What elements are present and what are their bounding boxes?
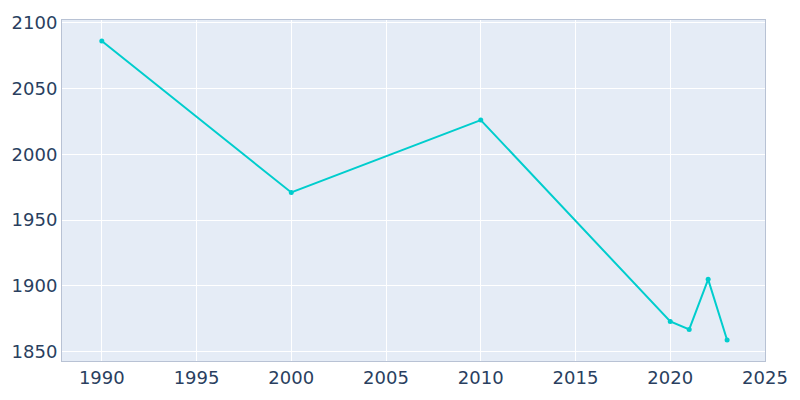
svg-text:2005: 2005 <box>363 367 409 388</box>
svg-text:2000: 2000 <box>12 144 58 165</box>
svg-text:1950: 1950 <box>12 209 58 230</box>
svg-text:2000: 2000 <box>268 367 314 388</box>
svg-text:2015: 2015 <box>553 367 599 388</box>
svg-text:1850: 1850 <box>12 341 58 362</box>
svg-text:2020: 2020 <box>647 367 693 388</box>
svg-text:2025: 2025 <box>742 367 788 388</box>
svg-text:1900: 1900 <box>12 275 58 296</box>
svg-text:2100: 2100 <box>12 12 58 33</box>
svg-text:2010: 2010 <box>458 367 504 388</box>
svg-text:1990: 1990 <box>79 367 125 388</box>
svg-text:1995: 1995 <box>174 367 220 388</box>
svg-text:2050: 2050 <box>12 78 58 99</box>
